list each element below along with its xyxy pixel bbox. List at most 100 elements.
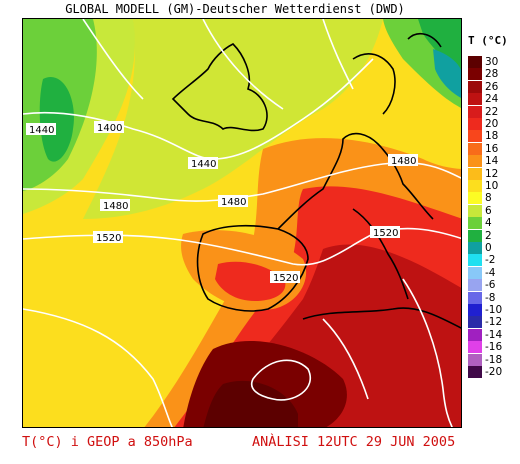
svg-text:1400: 1400 <box>97 123 122 134</box>
legend-item: 8 <box>468 192 520 205</box>
legend-label: 12 <box>485 167 499 180</box>
legend-swatch <box>468 366 482 378</box>
contour-label-1520-c: 1520 <box>270 271 300 284</box>
contour-label-1400: 1400 <box>94 121 124 134</box>
legend-swatch <box>468 68 482 81</box>
legend-item: 0 <box>468 242 520 254</box>
legend-swatch <box>468 180 482 192</box>
legend-swatch <box>468 142 482 155</box>
legend-label: 26 <box>485 80 499 93</box>
legend-label: -16 <box>485 341 503 354</box>
legend-label: 6 <box>485 204 492 217</box>
legend-label: 22 <box>485 105 499 118</box>
legend-swatch <box>468 254 482 267</box>
contour-label-1440-c: 1440 <box>188 157 218 170</box>
legend-swatch <box>468 328 482 341</box>
temp-field-18-iberia <box>215 261 286 301</box>
temp-field-0-ne <box>433 49 461 98</box>
legend-item: 12 <box>468 167 520 180</box>
legend-item: 18 <box>468 130 520 143</box>
legend-item: 24 <box>468 93 520 106</box>
legend-label: 30 <box>485 56 499 68</box>
legend-label: 4 <box>485 217 492 230</box>
svg-text:1480: 1480 <box>221 197 246 208</box>
legend-label: 24 <box>485 93 499 106</box>
legend-swatch <box>468 130 482 143</box>
legend-swatch <box>468 192 482 205</box>
svg-text:1520: 1520 <box>96 233 121 244</box>
legend-swatch <box>468 80 482 93</box>
contour-label-1520-e: 1520 <box>370 226 400 239</box>
legend-title: T (°C) <box>468 34 508 47</box>
legend-swatch <box>468 56 482 68</box>
legend-item: -18 <box>468 353 520 366</box>
contour-label-1520-w: 1520 <box>93 231 123 244</box>
legend-label: -4 <box>485 266 496 279</box>
legend-swatch <box>468 204 482 217</box>
legend-item: 30 <box>468 56 520 68</box>
legend-item: 26 <box>468 80 520 93</box>
svg-text:1480: 1480 <box>103 201 128 212</box>
legend-item: 22 <box>468 105 520 118</box>
legend-item: -10 <box>468 304 520 316</box>
legend-item: 2 <box>468 229 520 242</box>
legend-item: -6 <box>468 279 520 292</box>
legend-swatch <box>468 279 482 292</box>
legend-swatch <box>468 353 482 366</box>
contour-label-1480-c: 1480 <box>218 195 248 208</box>
legend-item: -2 <box>468 254 520 267</box>
legend-label: -10 <box>485 304 503 316</box>
legend-item: 14 <box>468 155 520 168</box>
legend-label: -20 <box>485 366 503 378</box>
temp-field-28 <box>203 380 298 427</box>
legend-item: 20 <box>468 118 520 130</box>
legend-item: -12 <box>468 316 520 329</box>
legend-label: -14 <box>485 328 503 341</box>
legend-label: -8 <box>485 291 496 304</box>
legend-swatch <box>468 217 482 230</box>
svg-text:1520: 1520 <box>273 273 298 284</box>
svg-text:1440: 1440 <box>191 159 216 170</box>
footer-variable-label: T(°C) i GEOP a 850hPa <box>22 434 193 450</box>
legend-swatch <box>468 118 482 130</box>
temperature-legend: 30 28 26 24 22 20 18 16 14 12 10 8 6 4 2 0 -2 -4 -6 -8 -10 -1… <box>468 56 520 386</box>
coastlines <box>171 32 461 329</box>
legend-label: 18 <box>485 130 499 143</box>
legend-item: -4 <box>468 266 520 279</box>
legend-item: -14 <box>468 328 520 341</box>
legend-swatch <box>468 167 482 180</box>
legend-swatch <box>468 304 482 316</box>
legend-swatch <box>468 242 482 254</box>
legend-label: -12 <box>485 316 503 329</box>
footer-analysis-time: ANÀLISI 12UTC 29 JUN 2005 <box>252 434 456 450</box>
contour-label-1480-e: 1480 <box>388 154 418 167</box>
map-title: GLOBAL MODELL (GM)-Deutscher Wetterdiens… <box>65 2 405 16</box>
legend-label: -2 <box>485 254 496 267</box>
temp-field-0-nw <box>39 77 74 162</box>
contour-label-1480-w: 1480 <box>100 199 130 212</box>
legend-label: 2 <box>485 229 492 242</box>
legend-item: -20 <box>468 366 520 378</box>
contour-label-1440-w: 1440 <box>26 123 56 136</box>
temp-field-6-north <box>83 19 383 219</box>
legend-swatch <box>468 105 482 118</box>
legend-item: 4 <box>468 217 520 230</box>
legend-label: 10 <box>485 180 499 192</box>
svg-text:1520: 1520 <box>373 228 398 239</box>
svg-text:1480: 1480 <box>391 156 416 167</box>
legend-label: -6 <box>485 279 496 292</box>
legend-label: -18 <box>485 353 503 366</box>
legend-label: 20 <box>485 118 499 130</box>
legend-item: 16 <box>468 142 520 155</box>
legend-swatch <box>468 93 482 106</box>
legend-label: 28 <box>485 68 499 81</box>
temperature-map: 1440 1400 1440 1480 1480 1480 1520 1520 … <box>22 18 462 428</box>
legend-swatch <box>468 291 482 304</box>
svg-text:1440: 1440 <box>29 125 54 136</box>
legend-label: 14 <box>485 155 499 168</box>
legend-swatch <box>468 266 482 279</box>
legend-item: 10 <box>468 180 520 192</box>
contour-labels: 1440 1400 1440 1480 1480 1480 1520 1520 … <box>26 121 418 284</box>
legend-swatch <box>468 316 482 329</box>
legend-swatch <box>468 341 482 354</box>
